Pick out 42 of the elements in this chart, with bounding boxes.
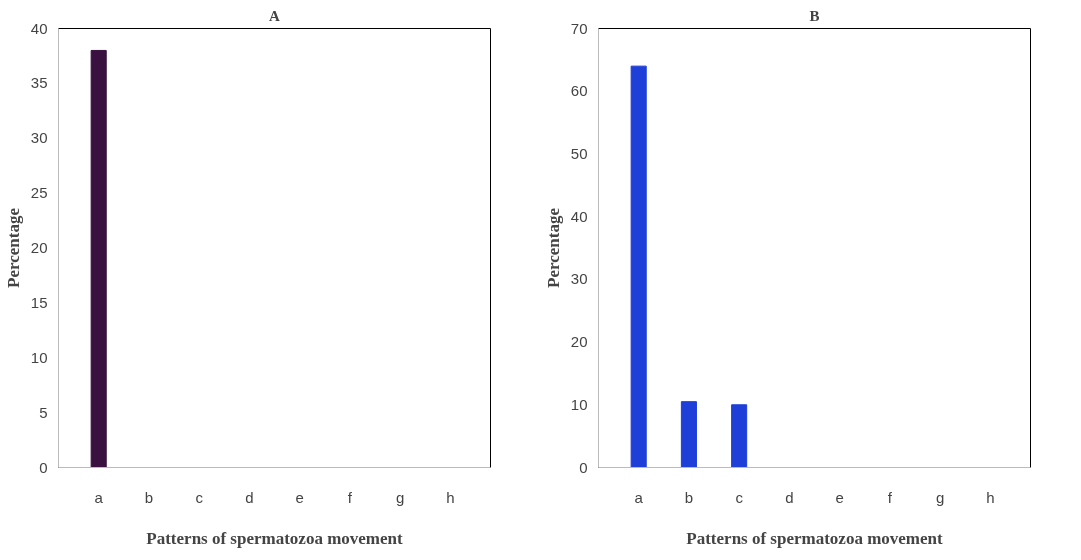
- x-tick-label: g: [395, 488, 405, 506]
- bar: [630, 65, 647, 468]
- chart-title: A: [269, 7, 281, 24]
- x-tick-label: b: [684, 488, 694, 506]
- y-tick-label: 40: [570, 207, 588, 225]
- y-tick-label: 60: [570, 82, 588, 100]
- chart-title: B: [809, 7, 820, 24]
- y-tick-label: 20: [570, 333, 588, 351]
- x-tick-label: f: [347, 488, 353, 506]
- x-tick-label: a: [94, 488, 104, 506]
- x-tick-label: e: [295, 488, 304, 506]
- y-tick-label: 50: [570, 144, 588, 162]
- y-tick-label: 40: [30, 19, 48, 37]
- bar: [680, 401, 697, 468]
- y-axis-title: Percentage: [3, 207, 23, 288]
- y-tick-label: 5: [39, 403, 48, 421]
- x-tick-label: f: [887, 488, 893, 506]
- y-axis-title: Percentage: [543, 207, 563, 288]
- y-tick-label: 30: [570, 270, 588, 288]
- y-tick-label: 35: [30, 74, 48, 92]
- x-tick-label: g: [935, 488, 945, 506]
- x-tick-label: e: [835, 488, 844, 506]
- y-tick-label: 10: [30, 348, 48, 366]
- x-tick-label: b: [144, 488, 154, 506]
- y-tick-label: 20: [30, 239, 48, 256]
- x-tick-label: d: [785, 488, 794, 506]
- x-tick-label: c: [735, 488, 744, 506]
- x-tick-label: d: [245, 488, 254, 506]
- y-tick-label: 0: [579, 458, 588, 476]
- x-axis-title: Patterns of spermatozoa movement: [146, 528, 404, 548]
- y-tick-label: 30: [30, 129, 48, 147]
- x-axis-title: Patterns of spermatozoa movement: [686, 528, 944, 548]
- bar: [731, 404, 748, 468]
- x-tick-label: h: [986, 488, 995, 506]
- y-tick-label: 10: [570, 395, 588, 413]
- y-tick-label: 15: [30, 293, 48, 311]
- y-tick-label: 0: [39, 458, 48, 476]
- x-tick-label: a: [634, 488, 644, 506]
- y-tick-label: 70: [570, 19, 588, 37]
- x-tick-label: h: [446, 488, 455, 506]
- x-tick-label: c: [195, 488, 204, 506]
- y-tick-label: 25: [30, 184, 48, 202]
